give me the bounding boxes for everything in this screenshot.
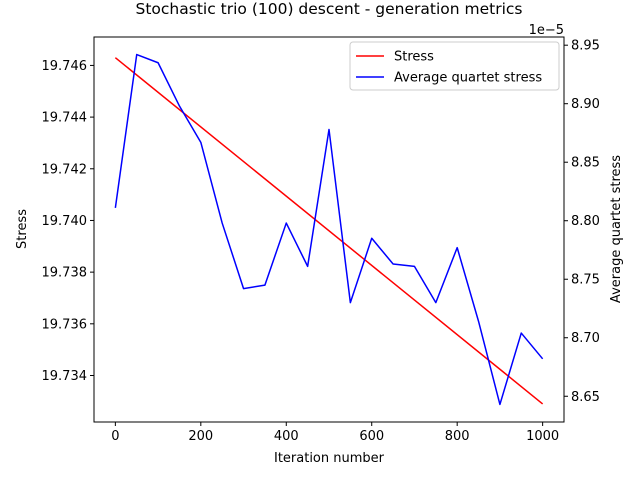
y-right-tick-label: 8.95 (571, 39, 600, 54)
y-left-tick-label: 19.736 (42, 317, 88, 332)
plot-area: 0 200 400 600 800 1000 19.734 19.736 19.738 19.74… (42, 39, 600, 444)
legend-label-average-quartet-stress: Average quartet stress (394, 71, 542, 86)
y-right-tick-label: 8.80 (571, 214, 600, 229)
chart-title: Stochastic trio (100) descent - generati… (136, 0, 523, 18)
y-left-tick-label: 19.738 (42, 266, 88, 281)
x-tick-label: 200 (188, 429, 213, 444)
x-tick-label: 400 (274, 429, 299, 444)
legend-label-stress: Stress (394, 50, 434, 65)
y-left-tick-label: 19.746 (42, 59, 88, 74)
y-left-tick-label: 19.742 (42, 162, 88, 177)
y-left-tick-label: 19.740 (42, 214, 88, 229)
right-axis-offset-text: 1e−5 (529, 23, 564, 38)
x-tick-label: 0 (111, 429, 119, 444)
series-line-stress (114, 57, 544, 405)
y-right-tick-label: 8.75 (571, 273, 600, 288)
y-right-tick-label: 8.90 (571, 97, 600, 112)
legend-box (349, 41, 560, 91)
legend: Stress Average quartet stress (349, 41, 560, 91)
x-tick-label: 1000 (526, 429, 559, 444)
y-right-tick-label: 8.85 (571, 156, 600, 171)
series-line-average-quartet-stress (114, 53, 544, 406)
y-left-tick-label: 19.734 (42, 369, 88, 384)
x-tick-label: 600 (359, 429, 384, 444)
x-tick-label: 800 (445, 429, 470, 444)
y-left-tick-label: 19.744 (42, 111, 88, 126)
y-axis-right-label: Average quartet stress (609, 155, 624, 303)
x-axis-label: Iteration number (274, 451, 385, 466)
y-axis-left-label: Stress (15, 209, 30, 249)
y-right-tick-label: 8.65 (571, 390, 600, 405)
y-right-tick-label: 8.70 (571, 331, 600, 346)
plot-frame (93, 36, 565, 423)
